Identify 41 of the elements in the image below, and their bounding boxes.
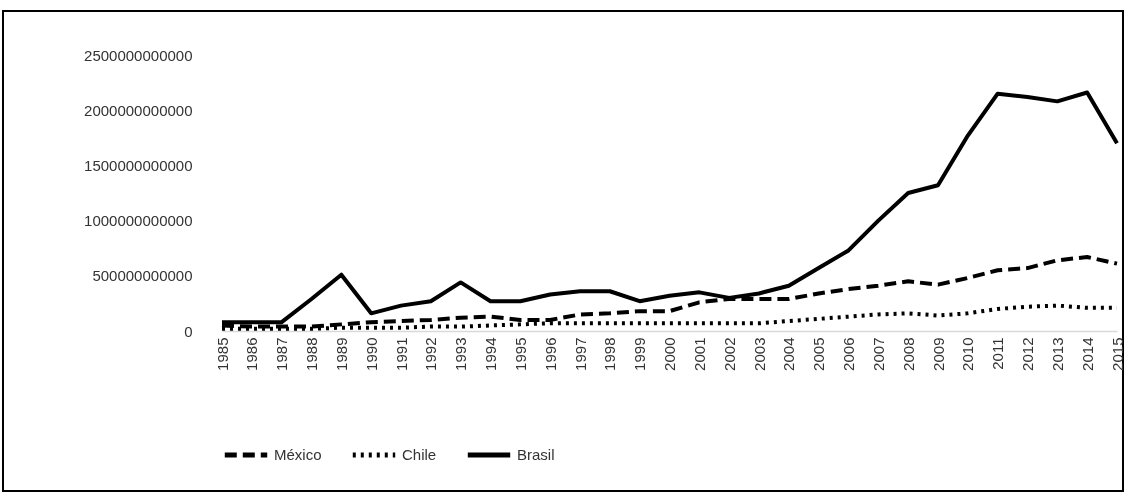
y-tick-label: 1000000000000 [84, 212, 193, 230]
x-tick-label: 2006 [840, 337, 857, 371]
x-tick-label: 1995 [511, 337, 529, 371]
x-tick-label: 1992 [422, 337, 440, 371]
x-tick-label: 2008 [899, 337, 917, 371]
x-tick-label: 1999 [631, 337, 649, 371]
x-tick-label: 1986 [243, 337, 261, 371]
x-tick-label: 2010 [959, 337, 977, 371]
x-tick-label: 2007 [869, 337, 887, 371]
x-tick-label: 2003 [750, 337, 768, 371]
x-tick-label: 1989 [332, 337, 350, 371]
x-tick-label: 2005 [810, 337, 828, 371]
x-tick-label: 2013 [1048, 337, 1066, 371]
y-tick-label: 500000000000 [92, 267, 193, 285]
x-tick-label: 1993 [452, 337, 470, 371]
x-tick-label: 1996 [541, 337, 559, 371]
x-tick-label: 1985 [213, 337, 231, 371]
x-tick-label: 2002 [720, 337, 738, 371]
x-tick-label: 1987 [273, 337, 291, 371]
y-tick-label: 0 [184, 322, 193, 340]
x-tick-label: 1991 [392, 337, 410, 371]
x-tick-label: 2009 [929, 337, 947, 371]
line-series [220, 90, 1119, 325]
y-tick-label: 1500000000000 [84, 156, 193, 174]
x-tick-label: 2001 [690, 337, 708, 371]
x-tick-label: 1997 [571, 337, 589, 371]
x-tick-label: 1990 [362, 337, 380, 371]
x-tick-label: 2004 [780, 337, 798, 371]
x-tick-label: 1998 [601, 337, 619, 371]
legend-label: Brasil [517, 446, 555, 463]
y-tick-label: 2000000000000 [84, 101, 193, 119]
x-tick-label: 2011 [989, 337, 1007, 370]
x-tick-label: 2012 [1019, 337, 1036, 371]
x-tick-label: 2015 [1108, 337, 1126, 371]
legend-label: México [274, 446, 322, 463]
x-tick-label: 1994 [482, 337, 499, 371]
x-tick-label: 2000 [661, 337, 678, 371]
x-tick-label: 1988 [303, 337, 320, 371]
legend-label: Chile [402, 446, 437, 463]
x-tick-label: 2014 [1078, 337, 1096, 371]
y-tick-label: 2500000000000 [84, 46, 193, 64]
